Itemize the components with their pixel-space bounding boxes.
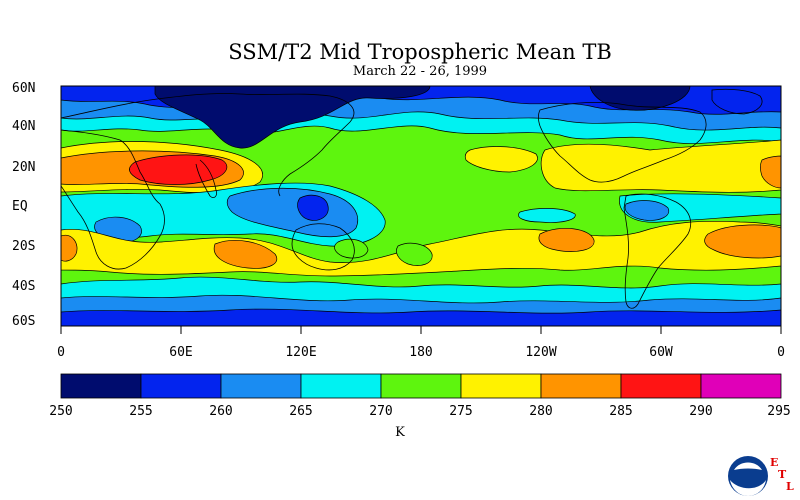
noaa-logo <box>728 456 768 496</box>
lon-label-60w: 60W <box>649 345 673 360</box>
lon-label-120w: 120W <box>525 345 557 360</box>
coastlines <box>61 88 763 309</box>
colorbar-label: 290 <box>689 404 713 419</box>
colorbar-swatch <box>140 373 222 399</box>
colorbar-swatch <box>300 373 382 399</box>
noaa-wave-icon <box>730 480 766 496</box>
colorbar-swatch <box>460 373 542 399</box>
coastline-south-america <box>623 193 692 309</box>
coastline-greenland <box>711 88 763 115</box>
map-ticks <box>60 326 782 334</box>
logo-letter-l: L <box>786 480 794 493</box>
colorbar <box>60 373 782 399</box>
colorbar-label: 285 <box>609 404 633 419</box>
lat-label-60n: 60N <box>12 81 36 96</box>
logo-letter-t: T <box>778 468 787 481</box>
field-280-285-atlantic <box>760 155 781 189</box>
field-265-270-eqpac <box>518 208 576 223</box>
coastline-eurasia <box>61 93 355 197</box>
field-250-255-north-2 <box>589 86 691 111</box>
colorbar-label: 250 <box>49 404 73 419</box>
field-255-260-south <box>61 308 781 326</box>
coastline-north-america <box>538 101 707 183</box>
field-270-275-south-pocket-2 <box>334 238 369 259</box>
field-280-285-south-1 <box>61 234 78 262</box>
colorbar-swatch <box>700 373 782 399</box>
lat-label-40n: 40N <box>12 119 36 134</box>
field-270-275-south-pocket <box>396 242 433 266</box>
logo-letter-e: E <box>770 456 779 469</box>
field-255-260-indian <box>297 194 329 221</box>
coastline-india <box>195 159 217 198</box>
colorbar-label: 280 <box>529 404 553 419</box>
field-275-280-mexico <box>540 139 781 193</box>
field-250-255-north <box>154 86 431 149</box>
lon-label-120e: 120E <box>285 345 317 360</box>
colorbar-swatch <box>60 373 142 399</box>
field-280-285-south-3 <box>538 228 595 252</box>
temperature-field <box>61 86 781 326</box>
colorbar-units: K <box>395 425 405 440</box>
lon-label-0-right: 0 <box>777 345 785 360</box>
field-275-280-npac <box>464 146 538 173</box>
lat-label-eq: EQ <box>12 199 28 214</box>
map-title: SSM/T2 Mid Tropospheric Mean TB <box>228 40 612 64</box>
lat-label-60s: 60S <box>12 314 36 329</box>
colorbar-swatch <box>620 373 702 399</box>
colorbar-label: 275 <box>449 404 473 419</box>
colorbar-swatch <box>380 373 462 399</box>
field-280-285-south-2 <box>213 240 278 269</box>
noaa-bird-icon <box>734 462 762 470</box>
map-subtitle: March 22 - 26, 1999 <box>352 64 488 79</box>
colorbar-label: 270 <box>369 404 393 419</box>
colorbar-swatch <box>220 373 302 399</box>
lat-label-20n: 20N <box>12 160 36 175</box>
colorbar-label: 265 <box>289 404 313 419</box>
field-260-265-amazon <box>624 200 670 221</box>
coastline-australia <box>291 223 355 271</box>
lat-label-40s: 40S <box>12 279 36 294</box>
lon-label-60e: 60E <box>169 345 193 360</box>
colorbar-label: 255 <box>129 404 153 419</box>
coastline-africa <box>61 129 165 270</box>
lon-label-0: 0 <box>57 345 65 360</box>
colorbar-label: 260 <box>209 404 233 419</box>
colorbar-label: 295 <box>767 404 791 419</box>
colorbar-swatch <box>540 373 622 399</box>
lon-label-180: 180 <box>409 345 433 360</box>
field-280-285-south-4 <box>704 224 781 259</box>
lat-label-20s: 20S <box>12 239 36 254</box>
